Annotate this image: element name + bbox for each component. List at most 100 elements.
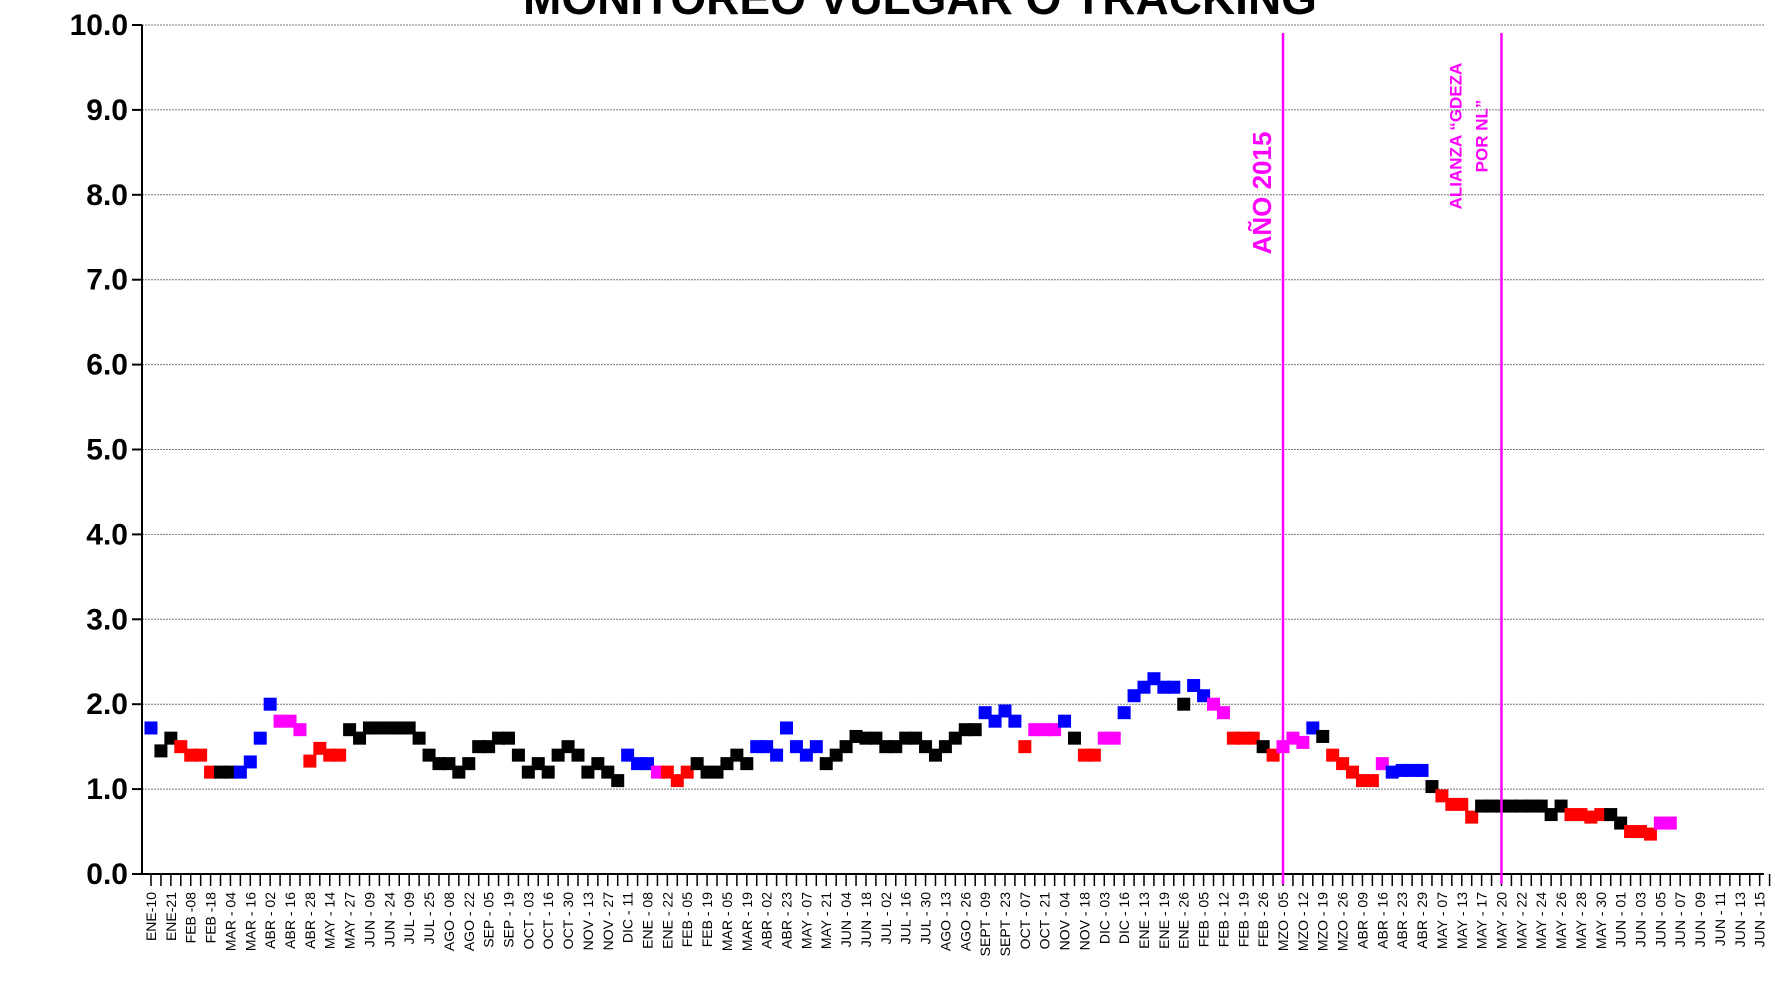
y-tick-label: 5.0 — [86, 434, 128, 467]
data-point — [313, 741, 327, 755]
data-point — [998, 704, 1012, 718]
x-tick-label: JUN - 18 — [858, 892, 874, 947]
y-tick-label: 0.0 — [86, 858, 128, 891]
x-tick-label: JUN - 11 — [1712, 892, 1728, 946]
x-tick-label: FEB - 19 — [699, 892, 715, 947]
x-tick-label: AGO - 22 — [461, 892, 477, 951]
data-point — [650, 765, 664, 779]
data-point — [184, 748, 198, 762]
x-tick-label: MZO - 05 — [1275, 892, 1291, 951]
data-point — [670, 774, 684, 788]
data-point — [958, 723, 972, 737]
data-point — [571, 748, 585, 762]
x-tick-label: MAY - 27 — [342, 892, 358, 949]
y-tick-label: 8.0 — [86, 179, 128, 212]
data-point — [1048, 723, 1062, 737]
data-point — [1375, 757, 1389, 771]
data-point — [253, 731, 267, 745]
x-tick-label: SEPT - 09 — [977, 892, 993, 957]
x-tick-label: JUL - 16 — [898, 892, 914, 945]
data-point — [194, 748, 208, 762]
x-tick-label: MZO - 26 — [1335, 892, 1351, 951]
data-point — [1117, 706, 1131, 720]
x-tick-label: MAY - 21 — [818, 892, 834, 949]
data-point — [462, 757, 476, 771]
data-point — [1226, 731, 1240, 745]
x-tick-label: JUN - 03 — [1633, 892, 1649, 947]
data-point — [1316, 729, 1330, 743]
data-point — [1157, 680, 1171, 694]
x-tick-label: MAY - 14 — [322, 892, 338, 949]
data-point — [928, 748, 942, 762]
data-point — [1058, 714, 1072, 728]
chart-title: MONITOREO VULGAR O TRACKING — [523, 0, 1317, 24]
x-tick-label: OCT - 21 — [1037, 892, 1053, 950]
data-point — [1385, 765, 1399, 779]
x-tick-label: JUL - 25 — [421, 892, 437, 945]
data-point — [144, 721, 158, 735]
x-tick-label: MAY - 28 — [1573, 892, 1589, 949]
data-point — [1028, 723, 1042, 737]
data-point — [422, 748, 436, 762]
data-point — [521, 765, 535, 779]
data-point — [789, 740, 803, 754]
x-tick-label: SEPT - 23 — [997, 892, 1013, 957]
data-point — [700, 765, 714, 779]
data-point — [760, 740, 774, 754]
data-point — [889, 740, 903, 754]
data-point — [1256, 740, 1270, 754]
x-tick-label: MAR - 05 — [719, 892, 735, 951]
data-point — [1306, 721, 1320, 735]
x-tick-label: MAY - 13 — [1454, 892, 1470, 949]
data-point — [919, 740, 933, 754]
data-point — [402, 721, 416, 735]
data-point — [690, 757, 704, 771]
data-point — [1177, 697, 1191, 711]
data-point — [293, 723, 307, 737]
x-tick-label: ABR - 02 — [262, 892, 278, 949]
data-point — [770, 748, 784, 762]
data-point — [204, 765, 218, 779]
data-point — [472, 740, 486, 754]
data-point — [1246, 731, 1260, 745]
y-tick-label: 7.0 — [86, 264, 128, 297]
data-point — [1236, 731, 1250, 745]
data-point — [1475, 799, 1489, 813]
data-point — [819, 757, 833, 771]
data-point — [214, 765, 228, 779]
data-point — [1614, 816, 1628, 830]
data-point — [541, 765, 555, 779]
data-point — [1296, 735, 1310, 749]
data-point — [740, 757, 754, 771]
data-point — [601, 765, 615, 779]
x-tick-label: JUN - 07 — [1672, 892, 1688, 947]
x-tick-label: JUN - 15 — [1752, 892, 1768, 947]
x-tick-label: MAY - 30 — [1593, 892, 1609, 949]
x-tick-label: MZO - 12 — [1295, 892, 1311, 951]
x-tick-label: SEP - 19 — [500, 892, 516, 948]
data-point — [243, 755, 257, 769]
x-tick-label: OCT - 30 — [560, 892, 576, 950]
y-tick-label: 6.0 — [86, 349, 128, 382]
data-point — [1405, 763, 1419, 777]
data-point — [631, 757, 645, 771]
data-point — [1266, 748, 1280, 762]
x-tick-label: JUN - 13 — [1732, 892, 1748, 947]
data-point — [710, 765, 724, 779]
data-point — [273, 714, 287, 728]
data-point — [382, 721, 396, 735]
data-point — [154, 744, 168, 758]
x-tick-label: ABR - 23 — [1394, 892, 1410, 949]
x-tick-label: ENE - 22 — [659, 892, 675, 949]
data-point — [1564, 808, 1578, 822]
data-point — [372, 721, 386, 735]
annotation-text: ALIANZA “GDEZA — [1446, 63, 1465, 210]
data-point — [492, 731, 506, 745]
data-point — [968, 723, 982, 737]
x-tick-label: FEB - 05 — [1196, 892, 1212, 947]
x-tick-label: FEB -18 — [203, 892, 219, 944]
data-point — [1415, 763, 1429, 777]
x-tick-label: DIC - 16 — [1116, 892, 1132, 944]
data-point — [720, 757, 734, 771]
x-tick-label: MAY - 07 — [798, 892, 814, 949]
